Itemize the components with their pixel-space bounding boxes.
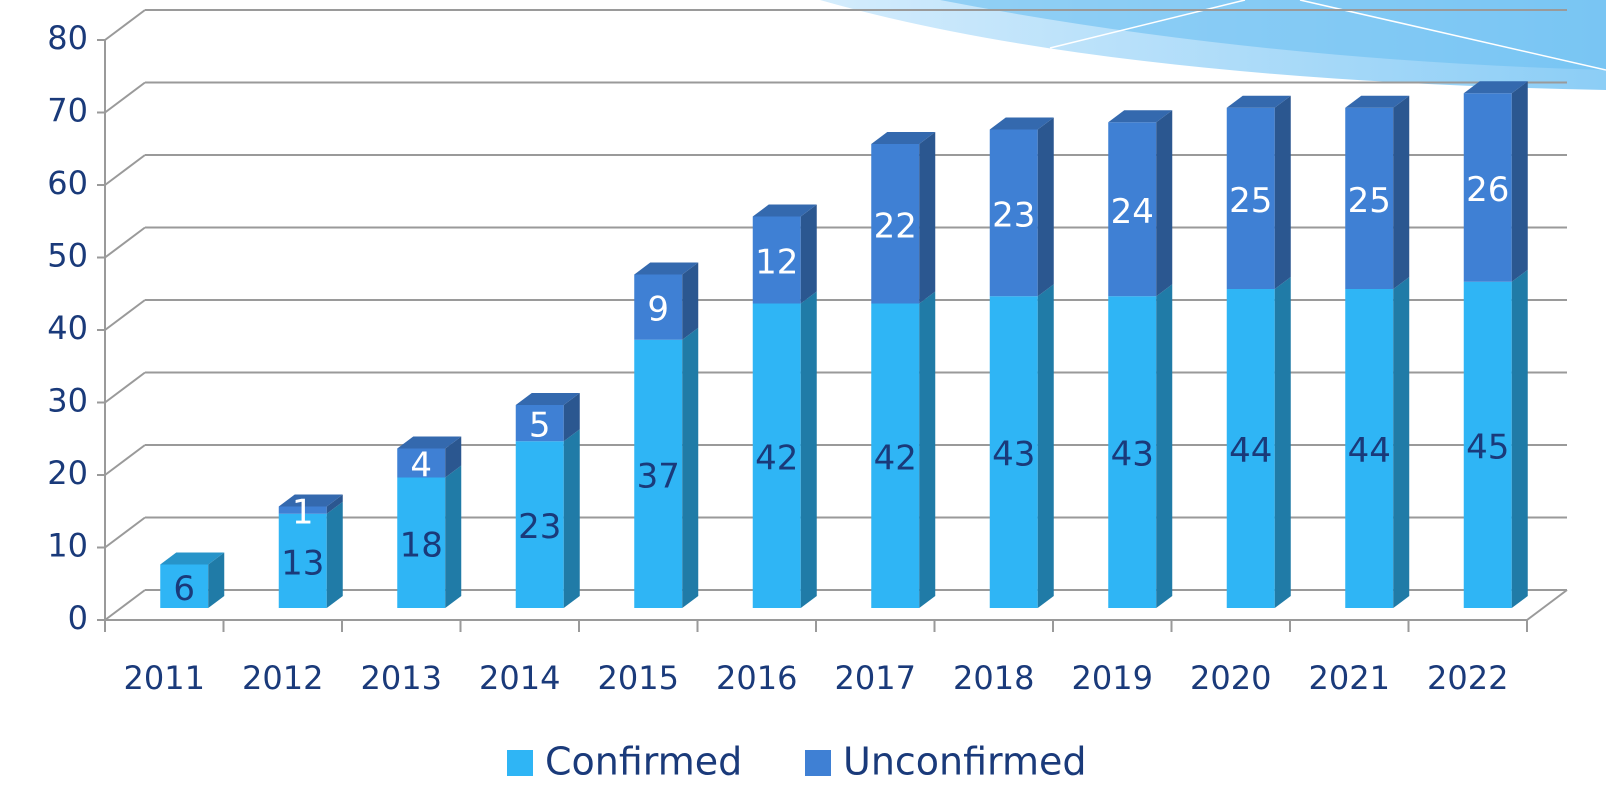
floor-edge bbox=[1527, 590, 1567, 620]
bar-side bbox=[919, 292, 935, 609]
data-label: 42 bbox=[874, 438, 917, 478]
y-tick-label: 20 bbox=[47, 454, 88, 492]
grid-line bbox=[105, 373, 145, 403]
data-label: 22 bbox=[874, 206, 917, 246]
bar-side bbox=[1393, 96, 1409, 289]
bar-side bbox=[1512, 270, 1528, 608]
x-tick-label: 2018 bbox=[953, 659, 1034, 697]
decoration bbox=[820, 0, 1606, 90]
grid-line bbox=[105, 155, 145, 185]
data-label: 43 bbox=[1111, 435, 1154, 475]
data-label: 25 bbox=[1229, 181, 1272, 221]
data-label: 44 bbox=[1348, 431, 1391, 471]
bar-side bbox=[1038, 284, 1054, 608]
x-tick-label: 2014 bbox=[479, 659, 560, 697]
grid-line bbox=[105, 518, 145, 548]
bar-side bbox=[1275, 277, 1291, 608]
bar-side bbox=[1156, 284, 1172, 608]
data-label: 4 bbox=[410, 446, 432, 486]
x-tick-label: 2022 bbox=[1427, 659, 1508, 697]
y-tick-label: 40 bbox=[47, 309, 88, 347]
data-label: 43 bbox=[992, 435, 1035, 475]
bar-side bbox=[682, 328, 698, 608]
bar-side bbox=[327, 502, 343, 608]
x-tick-label: 2020 bbox=[1190, 659, 1271, 697]
data-label: 45 bbox=[1466, 427, 1509, 467]
y-tick-label: 10 bbox=[47, 527, 88, 565]
y-tick-label: 60 bbox=[47, 164, 88, 202]
data-label: 5 bbox=[529, 406, 551, 446]
legend-swatch bbox=[507, 750, 533, 776]
bar-side bbox=[1393, 277, 1409, 608]
chart: 0 10 20 30 40 50 60 70 80 2011 6 2012 13 1 2013 18 4 201… bbox=[0, 0, 1606, 799]
grid-line bbox=[105, 10, 145, 40]
bar-side bbox=[564, 429, 580, 608]
x-tick-label: 2015 bbox=[598, 659, 679, 697]
data-label: 13 bbox=[281, 543, 324, 583]
grid-line bbox=[105, 300, 145, 330]
bar-side bbox=[919, 132, 935, 304]
y-tick-label: 50 bbox=[47, 237, 88, 275]
y-tick-label: 80 bbox=[47, 19, 88, 57]
data-label: 42 bbox=[755, 438, 798, 478]
x-tick-label: 2013 bbox=[361, 659, 442, 697]
x-tick-label: 2016 bbox=[716, 659, 797, 697]
x-tick-label: 2021 bbox=[1309, 659, 1390, 697]
grid-line bbox=[105, 590, 145, 620]
data-label: 1 bbox=[292, 493, 314, 533]
grid-line bbox=[105, 83, 145, 113]
legend-label: Unconfirmed bbox=[843, 740, 1087, 784]
x-tick-label: 2017 bbox=[835, 659, 916, 697]
data-label: 12 bbox=[755, 243, 798, 283]
data-label: 37 bbox=[637, 456, 680, 496]
bar-side bbox=[1512, 81, 1528, 282]
data-label: 18 bbox=[400, 525, 443, 565]
data-label: 9 bbox=[647, 290, 669, 330]
data-label: 24 bbox=[1111, 192, 1154, 232]
data-label: 26 bbox=[1466, 170, 1509, 210]
grid-line bbox=[105, 445, 145, 475]
bar-side bbox=[801, 292, 817, 609]
legend-swatch bbox=[805, 750, 831, 776]
grid-line bbox=[105, 228, 145, 258]
data-label: 25 bbox=[1348, 181, 1391, 221]
y-tick-label: 0 bbox=[68, 599, 88, 637]
y-tick-label: 30 bbox=[47, 382, 88, 420]
data-label: 44 bbox=[1229, 431, 1272, 471]
legend-label: Confirmed bbox=[545, 740, 742, 784]
bar-side bbox=[1156, 110, 1172, 296]
x-tick-label: 2011 bbox=[124, 659, 205, 697]
bar-side bbox=[801, 205, 817, 304]
data-label: 23 bbox=[992, 195, 1035, 235]
bar-side bbox=[1038, 118, 1054, 297]
y-tick-label: 70 bbox=[47, 92, 88, 130]
data-label: 6 bbox=[173, 569, 195, 609]
x-tick-label: 2012 bbox=[242, 659, 323, 697]
bar-side bbox=[1275, 96, 1291, 289]
bar-side bbox=[445, 466, 461, 609]
x-tick-label: 2019 bbox=[1072, 659, 1153, 697]
bar-side bbox=[682, 263, 698, 340]
data-label: 23 bbox=[518, 507, 561, 547]
